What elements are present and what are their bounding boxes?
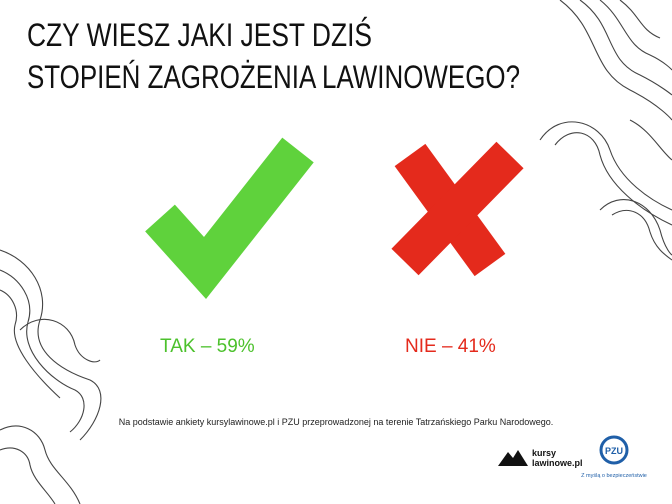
pzu-logo-mark bbox=[599, 435, 629, 465]
title-line: CZY WIESZ JAKI JEST DZIŚ bbox=[27, 17, 372, 53]
pzu-logo-text: PZU bbox=[605, 446, 623, 456]
kursy-logo-text: lawinowe.pl bbox=[532, 458, 583, 468]
answer-label: TAK – 59% bbox=[160, 336, 255, 357]
check-icon bbox=[145, 137, 314, 300]
kursy-logo-text: kursy bbox=[532, 448, 556, 458]
topo-decoration-top-right bbox=[539, 0, 672, 261]
answer-label: NIE – 41% bbox=[405, 336, 496, 357]
title-line: STOPIEŃ ZAGROŻENIA LAWINOWEGO? bbox=[27, 59, 520, 95]
pzu-tagline: Z myślą o bezpieczeństwie bbox=[581, 473, 647, 479]
footnote: Na podstawie ankiety kursylawinowe.pl i … bbox=[119, 417, 554, 427]
topo-decoration-bottom-left bbox=[0, 249, 102, 504]
cross-icon bbox=[391, 141, 524, 276]
kursy-logo-mark bbox=[498, 450, 528, 466]
